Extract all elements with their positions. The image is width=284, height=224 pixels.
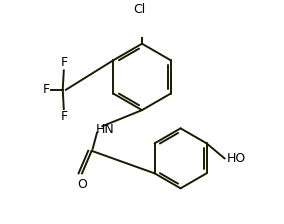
Text: O: O (77, 178, 87, 191)
Text: F: F (61, 110, 68, 123)
Text: HN: HN (96, 123, 115, 136)
Text: F: F (43, 83, 50, 96)
Text: F: F (61, 56, 68, 69)
Text: Cl: Cl (133, 3, 146, 16)
Text: HO: HO (227, 152, 246, 165)
